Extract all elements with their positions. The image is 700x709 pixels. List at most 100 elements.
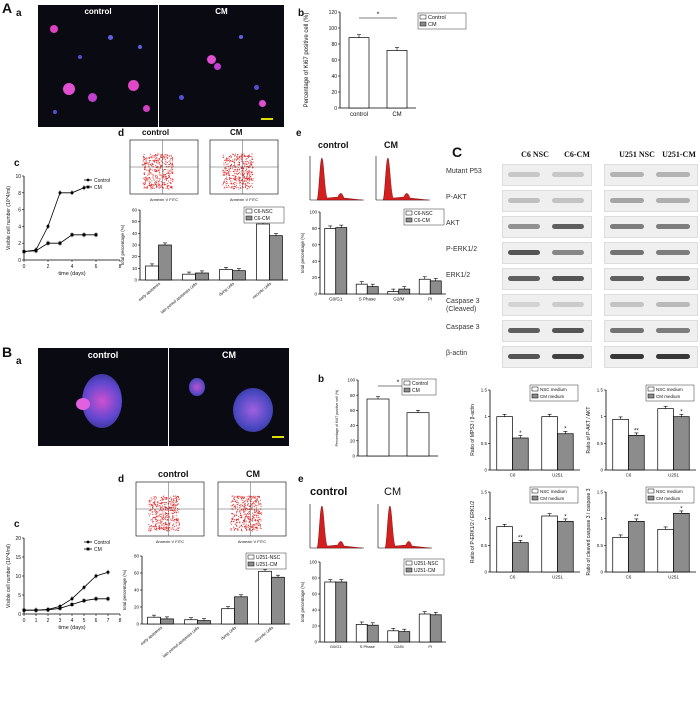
scatter-dot [247,514,249,515]
scatter-dot [245,156,247,158]
blot-band [656,328,690,333]
legend-label: U251-NSC [256,555,281,561]
scatter-dot [146,157,147,159]
scatter-dot [163,513,165,515]
scatter-dot [148,500,150,502]
legend-label: C6-CM [414,218,430,224]
bar [496,526,513,573]
scatter-dot [251,527,253,529]
scatter-dot [168,175,170,177]
scatter-dot [244,501,246,503]
significance-mark: * [680,410,683,416]
scatter-dot [173,523,175,525]
scatter-dot [171,502,173,504]
legend-swatch [419,14,427,20]
scatter-dot [161,516,162,518]
scatter-dot [162,510,164,512]
scatter-dot [162,505,163,507]
scatter-dot [254,500,256,502]
scatter-dot [255,527,257,529]
flow-A-cm-title: CM [230,128,243,137]
scatter-dot [225,174,227,176]
scatter-dot [229,171,231,172]
scatter-dot [230,165,232,167]
micrograph-caption: control [84,7,112,16]
scatter-dot [256,517,258,519]
scatter-dot [175,511,177,513]
scatter-dot [164,497,165,499]
scatter-dot [252,516,253,518]
scatter-dot [231,513,233,515]
scatter-dot [154,509,156,511]
scatter-dot [253,524,255,526]
scatter-dot [176,496,177,498]
scatter-dot [160,154,162,156]
bar [348,37,370,109]
scatter-dot [171,187,173,189]
y-tick-label: 1 [484,516,487,521]
x-tick-label: C6 [626,473,632,478]
scatter-dot [248,524,250,526]
scatter-dot [256,509,258,511]
scatter-dot [146,179,148,181]
scatter-dot [158,180,160,182]
bar [271,576,285,625]
flow-B-control: Annexin V FITC [135,481,205,544]
scatter-dot [237,519,239,521]
scatter-dot [149,182,151,183]
scatter-dot [253,526,255,528]
blot-membrane [502,190,592,212]
y-tick-label: 50 [132,219,138,224]
scatter-dot [161,165,163,167]
scatter-dot [244,503,246,505]
scatter-dot [237,496,239,498]
scatter-dot [236,522,237,524]
scatter-dot [154,528,156,530]
scatter-dot [148,180,150,182]
scatter-dot [176,518,177,520]
scatter-dot [164,529,166,531]
scatter-dot [236,156,237,158]
scatter-dot [143,156,145,158]
scatter-dot [144,163,146,165]
scatter-dot [158,186,160,188]
scatter-dot [230,187,232,189]
scatter-dot [239,177,241,179]
hist-B-cm-title: CM [384,486,402,498]
scatter-dot [247,188,249,190]
flow-B-cm-title: CM [246,469,260,479]
scatter-dot [239,495,241,497]
scatter-dot [238,155,240,157]
y-tick-label: 1 [484,414,487,419]
scatter-dot [143,184,145,186]
scatter-dot [240,156,242,158]
scatter-dot [152,159,154,161]
scatter-dot [232,178,234,180]
scatter-dot [152,176,154,178]
scatter-dot [255,522,257,524]
scatter-dot [177,511,179,513]
scatter-dot [175,501,177,503]
blot-band [656,172,690,177]
scatter-dot [244,178,246,180]
scatter-dot [144,158,146,159]
y-tick-label: 0.5 [597,441,604,446]
scatter-dot [163,522,165,524]
scatter-dot [225,184,227,186]
scatter-dot [234,501,236,503]
scatter-dot [234,186,236,187]
scatter-dot [228,173,230,175]
scatter-dot [155,184,156,185]
x-tick-label: 5 [83,618,86,624]
scatter-dot [168,514,170,516]
scatter-dot [156,529,158,531]
scatter-dot [163,174,165,176]
scatter-dot [226,159,228,161]
scatter-dot [256,520,258,522]
x-tick-label: PI [428,644,432,649]
scatter-dot [166,516,168,518]
scatter-dot [248,178,250,180]
scatter-dot [164,522,166,524]
scatter-dot [177,509,179,511]
